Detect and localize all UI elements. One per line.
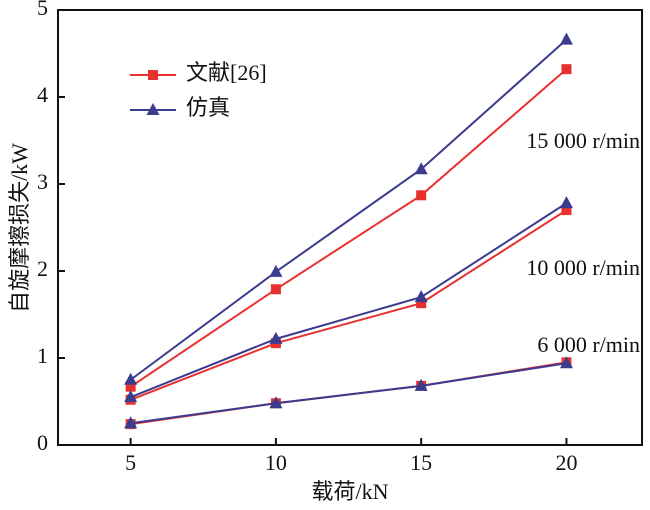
series-line — [130, 38, 568, 381]
series-line — [130, 68, 568, 388]
marker — [416, 190, 427, 201]
marker — [124, 416, 138, 429]
curve-label: 10 000 r/min — [526, 255, 640, 280]
marker — [561, 205, 572, 216]
marker — [148, 70, 158, 80]
curve-label: 6 000 r/min — [537, 332, 640, 357]
y-tick-label: 4 — [37, 82, 48, 107]
y-tick-label: 2 — [37, 256, 48, 281]
marker — [124, 390, 138, 403]
legend-label: 仿真 — [186, 95, 230, 120]
x-tick-label: 5 — [125, 450, 136, 475]
marker — [559, 356, 573, 369]
y-tick-label: 1 — [37, 343, 48, 368]
marker — [416, 298, 427, 309]
marker — [146, 103, 160, 115]
marker — [414, 290, 428, 303]
y-tick-label: 5 — [37, 0, 48, 20]
x-tick-label: 15 — [410, 450, 432, 475]
marker — [125, 381, 136, 392]
y-tick-label: 0 — [37, 430, 48, 455]
x-tick-label: 20 — [555, 450, 577, 475]
marker — [270, 284, 281, 295]
plot-frame — [57, 9, 643, 446]
legend-label: 文献[26] — [186, 60, 267, 85]
marker — [269, 264, 283, 277]
marker — [559, 196, 573, 209]
series-line — [130, 362, 567, 425]
curve-label: 15 000 r/min — [526, 128, 640, 153]
x-axis-label: 载荷/kN — [311, 479, 388, 504]
marker — [559, 32, 573, 45]
marker — [269, 331, 283, 344]
x-tick-label: 10 — [265, 450, 287, 475]
marker — [561, 64, 572, 75]
y-tick-label: 3 — [37, 169, 48, 194]
series-line — [130, 202, 568, 399]
y-axis-label: 自旋摩擦损失/kW — [7, 143, 32, 313]
marker — [414, 162, 428, 175]
marker — [124, 372, 138, 385]
series-line — [130, 209, 567, 401]
marker — [414, 378, 428, 391]
marker — [269, 396, 283, 409]
